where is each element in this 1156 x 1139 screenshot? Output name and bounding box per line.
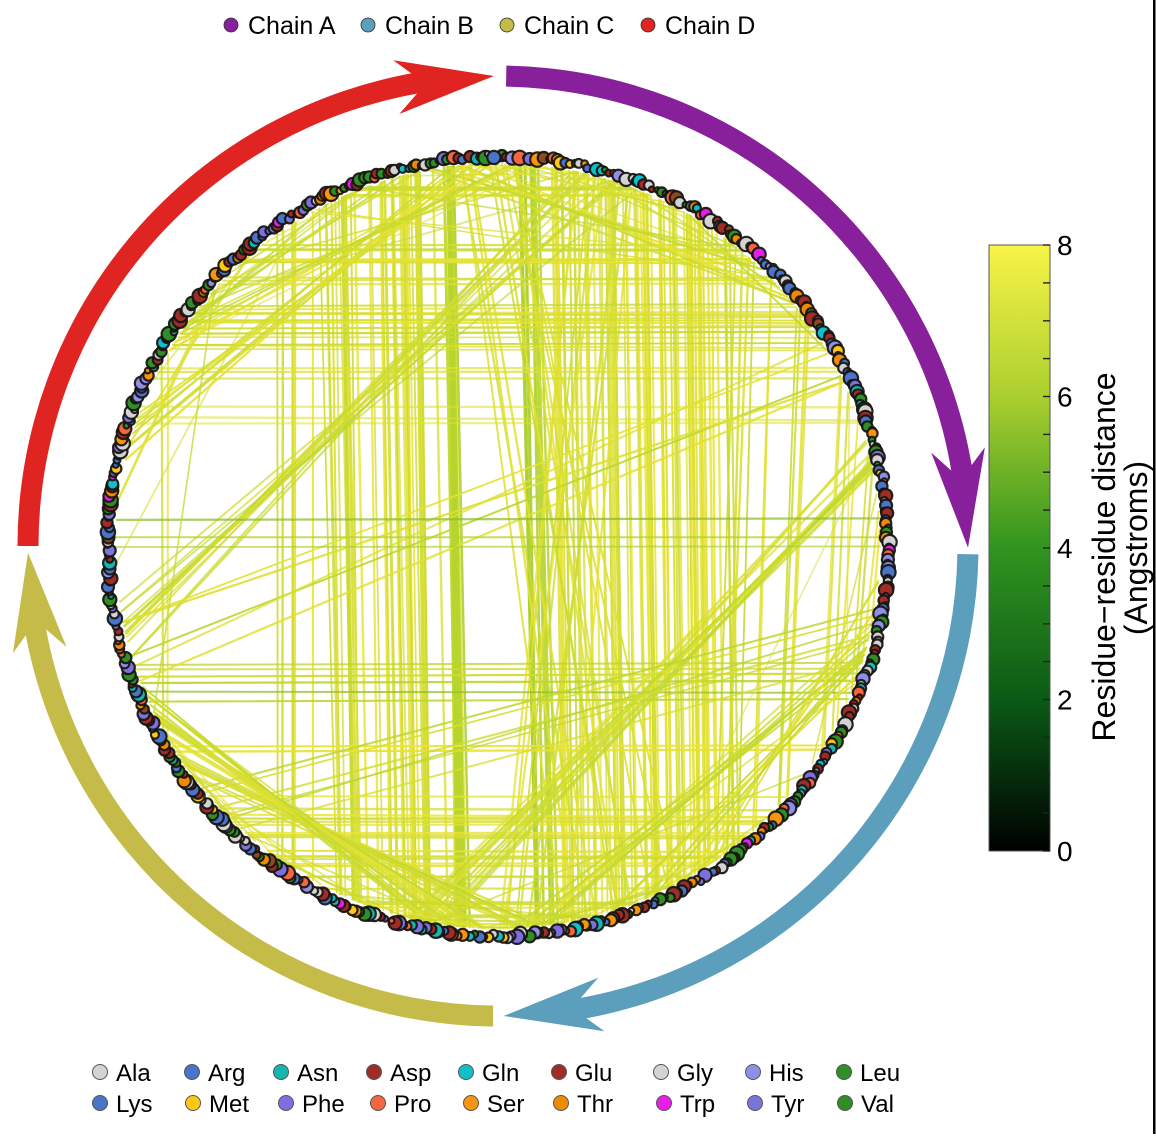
svg-text:Glu: Glu bbox=[575, 1060, 612, 1087]
svg-text:Residue−residue distance: Residue−residue distance bbox=[1086, 372, 1122, 741]
svg-text:Met: Met bbox=[209, 1091, 249, 1118]
svg-text:Ala: Ala bbox=[116, 1060, 151, 1087]
svg-text:Trp: Trp bbox=[680, 1091, 715, 1118]
svg-text:Chain C: Chain C bbox=[524, 12, 614, 40]
svg-text:Arg: Arg bbox=[208, 1060, 245, 1087]
svg-text:Chain D: Chain D bbox=[665, 12, 755, 40]
svg-text:Asn: Asn bbox=[297, 1060, 338, 1087]
svg-text:Gln: Gln bbox=[482, 1060, 519, 1087]
svg-text:Leu: Leu bbox=[860, 1060, 900, 1087]
svg-text:Pro: Pro bbox=[394, 1091, 431, 1118]
svg-text:Chain A: Chain A bbox=[248, 12, 336, 40]
svg-text:4: 4 bbox=[1057, 533, 1073, 564]
svg-text:Phe: Phe bbox=[302, 1091, 345, 1118]
svg-text:His: His bbox=[769, 1060, 804, 1087]
svg-text:0: 0 bbox=[1057, 836, 1073, 867]
svg-text:Gly: Gly bbox=[677, 1060, 713, 1087]
svg-text:(Angstroms): (Angstroms) bbox=[1118, 461, 1154, 635]
svg-text:Chain B: Chain B bbox=[385, 12, 474, 40]
svg-text:Tyr: Tyr bbox=[771, 1091, 804, 1118]
svg-text:Asp: Asp bbox=[390, 1060, 431, 1087]
svg-text:Lys: Lys bbox=[116, 1091, 152, 1118]
svg-text:6: 6 bbox=[1057, 382, 1073, 413]
svg-text:Val: Val bbox=[861, 1091, 894, 1118]
svg-text:2: 2 bbox=[1057, 685, 1073, 716]
svg-text:Thr: Thr bbox=[577, 1091, 613, 1118]
svg-text:Ser: Ser bbox=[487, 1091, 524, 1118]
svg-text:8: 8 bbox=[1057, 230, 1073, 261]
